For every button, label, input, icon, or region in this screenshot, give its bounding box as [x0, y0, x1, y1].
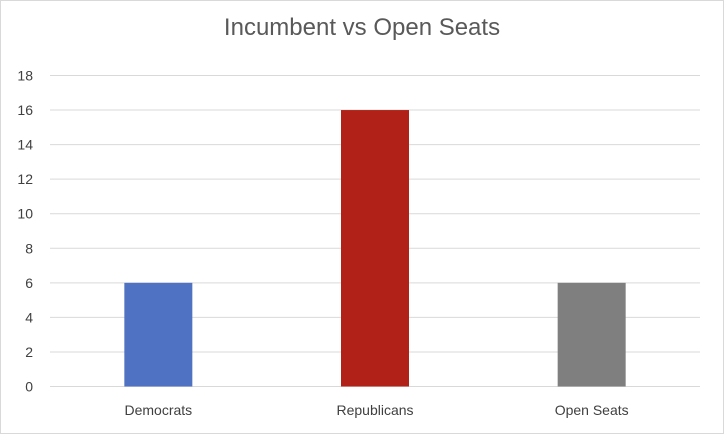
y-tick-label: 10: [17, 206, 33, 222]
y-axis-labels: 0 2 4 6 8 10 12 14 16 18: [17, 68, 33, 395]
bar-democrats: [124, 282, 193, 387]
y-tick-label: 14: [17, 137, 33, 153]
x-category-label: Democrats: [124, 402, 192, 418]
bars: [124, 110, 626, 387]
y-tick-label: 18: [17, 68, 33, 84]
y-tick-label: 16: [17, 102, 33, 118]
y-tick-label: 4: [25, 309, 33, 325]
bar-open-seats: [557, 282, 626, 387]
x-category-label: Open Seats: [555, 402, 629, 418]
y-tick-label: 6: [25, 275, 33, 291]
y-tick-label: 12: [17, 171, 33, 187]
bar-republicans: [341, 110, 409, 387]
x-axis-labels: Democrats Republicans Open Seats: [124, 402, 628, 418]
x-category-label: Republicans: [336, 402, 413, 418]
y-tick-label: 8: [25, 240, 33, 256]
y-tick-label: 0: [25, 379, 33, 395]
y-tick-label: 2: [25, 344, 33, 360]
chart-title: Incumbent vs Open Seats: [223, 14, 501, 41]
